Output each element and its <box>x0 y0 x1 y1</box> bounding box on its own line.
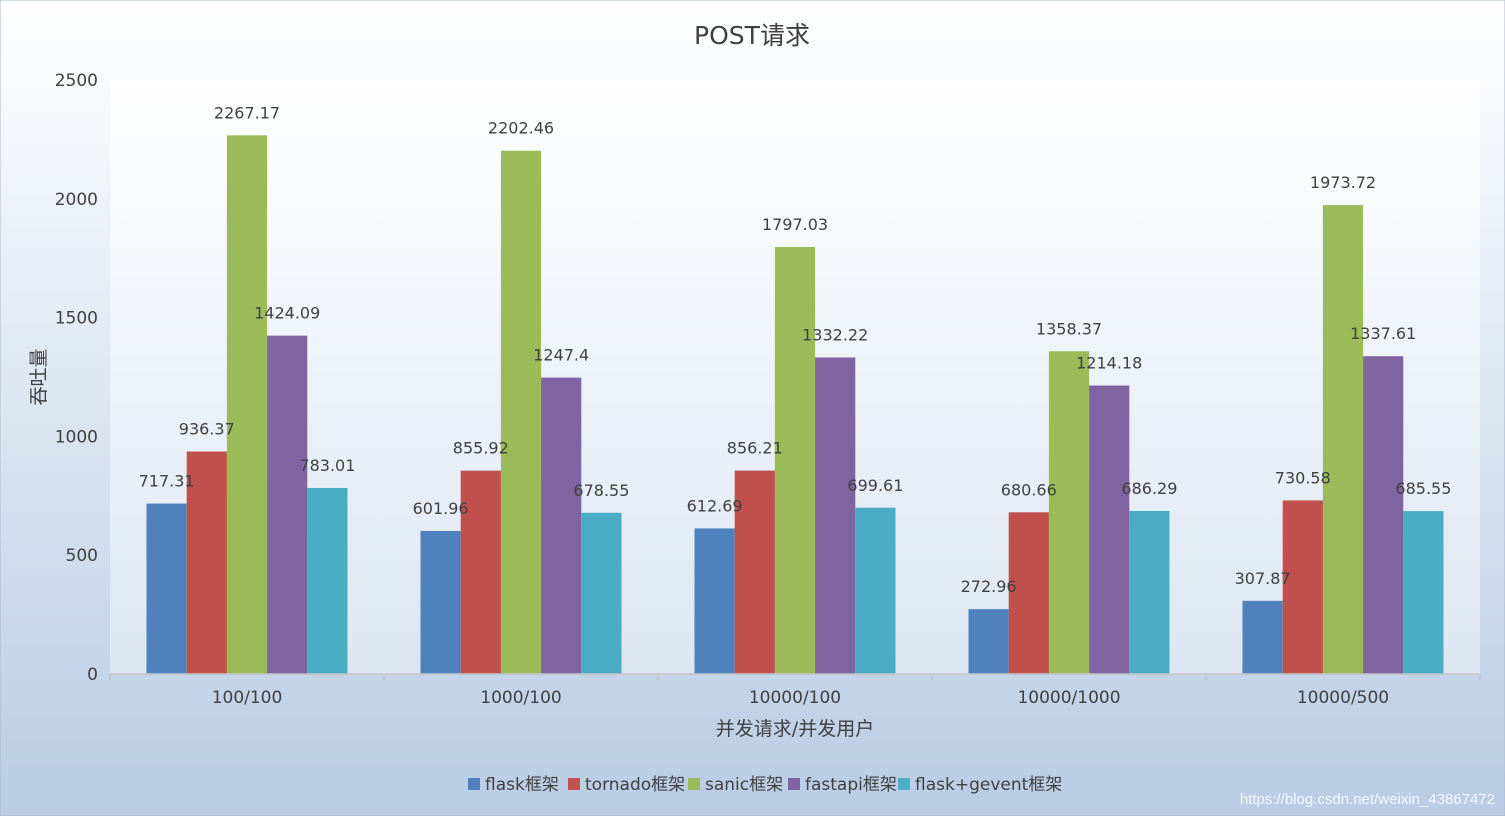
y-tick-label: 1000 <box>55 427 98 447</box>
legend-label: sanic框架 <box>705 775 783 795</box>
bar-4-2 <box>541 377 582 674</box>
x-axis: 100/100 1000/100 10000/100 10000/1000 10000/… <box>109 673 1481 708</box>
legend-swatch <box>898 778 910 790</box>
bar-4-4 <box>1089 385 1130 674</box>
bars-group <box>146 135 1444 675</box>
data-label: 678.55 <box>573 481 629 500</box>
data-label: 1332.22 <box>802 325 868 344</box>
data-label: 717.31 <box>139 472 195 491</box>
data-label: 856.21 <box>727 439 783 458</box>
data-label: 1247.4 <box>533 346 589 365</box>
data-label: 855.92 <box>453 439 509 458</box>
data-label: 1214.18 <box>1076 354 1142 373</box>
legend-swatch <box>468 778 480 790</box>
bar-1-1 <box>146 503 187 674</box>
y-axis: 0 500 1000 1500 2000 2500 <box>55 71 98 685</box>
data-label: 783.01 <box>299 456 355 475</box>
bar-1-3 <box>694 528 735 674</box>
bar-1-2 <box>420 530 461 674</box>
data-label: 2202.46 <box>488 119 554 138</box>
y-axis-label: 吞吐量 <box>28 348 50 405</box>
x-tick-label: 1000/100 <box>480 688 561 708</box>
data-label: 2267.17 <box>214 103 280 122</box>
data-label: 699.61 <box>847 476 903 495</box>
bar-2-2 <box>460 470 501 674</box>
bar-3-2 <box>500 150 542 675</box>
bar-4-1 <box>267 335 308 674</box>
bar-2-3 <box>734 470 775 674</box>
data-label: 307.87 <box>1235 569 1291 588</box>
data-label: 686.29 <box>1121 479 1177 498</box>
bar-2-1 <box>186 451 227 674</box>
bar-3-1 <box>226 135 268 674</box>
data-label: 612.69 <box>687 496 743 515</box>
y-tick-label: 0 <box>87 665 98 685</box>
legend-swatch <box>568 778 580 790</box>
data-label: 680.66 <box>1001 480 1057 499</box>
data-label: 1358.37 <box>1036 319 1102 338</box>
bar-1-4 <box>968 609 1009 674</box>
bar-3-4 <box>1048 351 1090 674</box>
y-tick-label: 500 <box>66 546 98 566</box>
y-tick-label: 2500 <box>55 71 98 91</box>
x-tick-label: 10000/500 <box>1297 688 1389 708</box>
x-tick-label: 10000/1000 <box>1017 688 1120 708</box>
legend-swatch <box>788 778 800 790</box>
watermark: https://blog.csdn.net/weixin_43867472 <box>1239 791 1495 808</box>
bar-4-3 <box>815 357 856 674</box>
legend: flask框架 tornado框架 sanic框架 fastapi框架 flask+ge… <box>468 775 1062 795</box>
data-label: 685.55 <box>1395 479 1451 498</box>
bar-3-5 <box>1322 205 1364 674</box>
legend-label: flask+gevent框架 <box>915 775 1062 795</box>
legend-label: fastapi框架 <box>805 775 897 795</box>
bar-2-5 <box>1282 500 1323 674</box>
data-label: 601.96 <box>413 499 469 518</box>
bar-5-2 <box>581 512 622 674</box>
x-axis-label: 并发请求/并发用户 <box>716 718 874 740</box>
data-label: 936.37 <box>179 420 235 439</box>
data-label: 730.58 <box>1275 468 1331 487</box>
data-labels-group: 717.31 936.37 2267.17 1424.09 783.01 601.96 85… <box>139 103 1452 596</box>
legend-label: tornado框架 <box>585 775 685 795</box>
bar-5-3 <box>855 507 896 674</box>
bar-1-5 <box>1242 600 1283 674</box>
y-tick-label: 2000 <box>55 190 98 210</box>
legend-swatch <box>688 778 700 790</box>
bar-4-5 <box>1363 356 1404 674</box>
legend-label: flask框架 <box>485 775 559 795</box>
bar-2-4 <box>1008 512 1049 674</box>
x-tick-label: 100/100 <box>212 688 283 708</box>
data-label: 1797.03 <box>762 215 828 234</box>
x-tick-label: 10000/100 <box>749 688 841 708</box>
bar-5-4 <box>1129 510 1170 674</box>
data-label: 272.96 <box>961 577 1017 596</box>
data-label: 1973.72 <box>1310 173 1376 192</box>
bar-3-3 <box>774 247 816 674</box>
bar-5-1 <box>307 487 348 674</box>
chart-title: POST请求 <box>694 21 810 50</box>
bar-5-5 <box>1403 511 1444 674</box>
data-label: 1424.09 <box>254 304 320 323</box>
y-tick-label: 1500 <box>55 309 98 329</box>
data-label: 1337.61 <box>1350 324 1416 343</box>
